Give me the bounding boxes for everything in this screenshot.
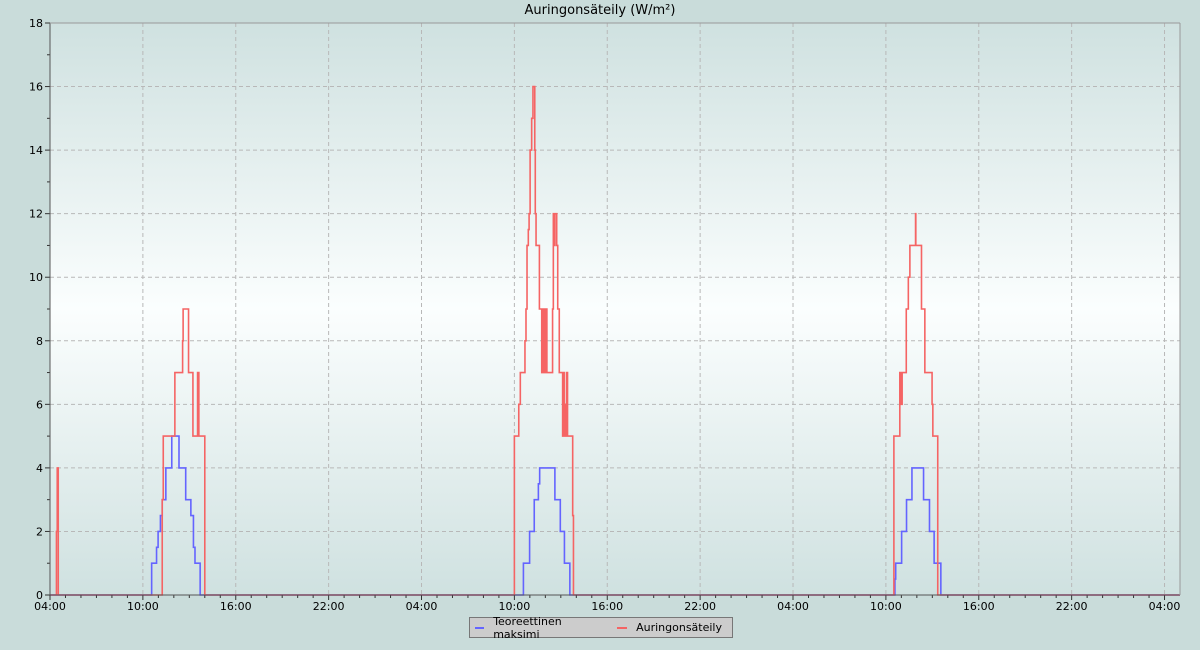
legend-label: Auringonsäteily bbox=[636, 621, 722, 634]
legend-label: Teoreettinen maksimi bbox=[493, 614, 562, 641]
x-tick-label: 10:00 bbox=[499, 600, 531, 613]
legend-item-solar-radiation: Auringonsäteily bbox=[617, 621, 722, 634]
legend-swatch bbox=[617, 626, 628, 629]
x-tick-label: 16:00 bbox=[963, 600, 995, 613]
series-line-solar-radiation bbox=[50, 85, 1180, 596]
y-tick-label: 14 bbox=[29, 144, 43, 157]
y-tick-label: 18 bbox=[29, 17, 43, 30]
legend-swatch bbox=[475, 626, 485, 629]
x-tick-label: 04:00 bbox=[777, 600, 809, 613]
x-tick-label: 04:00 bbox=[406, 600, 438, 613]
y-tick-label: 4 bbox=[36, 462, 43, 475]
x-tick-label: 22:00 bbox=[1056, 600, 1088, 613]
y-tick-label: 10 bbox=[29, 271, 43, 284]
y-tick-label: 16 bbox=[29, 81, 43, 94]
x-tick-label: 16:00 bbox=[591, 600, 623, 613]
chart-title: Auringonsäteily (W/m²) bbox=[524, 3, 676, 18]
y-tick-label: 0 bbox=[36, 589, 43, 602]
legend: Teoreettinen maksimi Auringonsäteily bbox=[469, 615, 733, 641]
x-tick-label: 10:00 bbox=[870, 600, 902, 613]
plot-background bbox=[50, 23, 1180, 595]
x-tick-label: 10:00 bbox=[127, 600, 159, 613]
x-tick-label: 22:00 bbox=[313, 600, 345, 613]
x-tick-label: 16:00 bbox=[220, 600, 252, 613]
x-tick-label: 22:00 bbox=[684, 600, 716, 613]
x-tick-label: 04:00 bbox=[1149, 600, 1181, 613]
y-tick-label: 2 bbox=[36, 525, 43, 538]
y-tick-label: 8 bbox=[36, 335, 43, 348]
y-tick-label: 6 bbox=[36, 398, 43, 411]
x-tick-label: 04:00 bbox=[34, 600, 66, 613]
legend-item-theoretical-max: Teoreettinen maksimi bbox=[475, 615, 602, 641]
y-tick-label: 12 bbox=[29, 208, 43, 221]
